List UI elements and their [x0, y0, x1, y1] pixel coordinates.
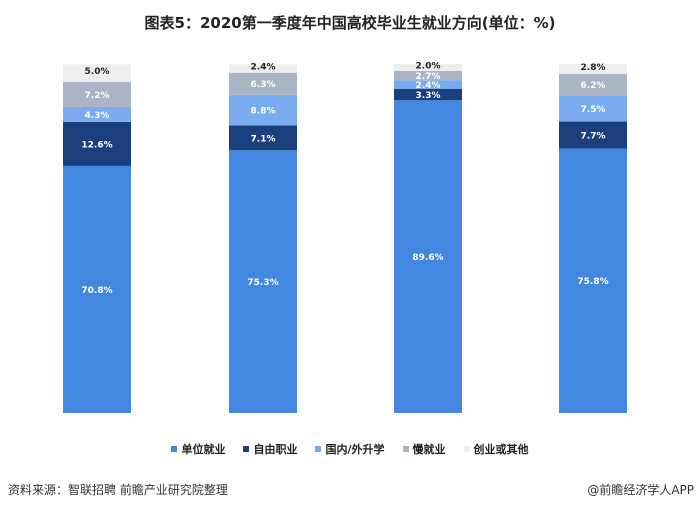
data-label: 5.0%: [85, 67, 110, 77]
legend-label: 创业或其他: [473, 443, 529, 456]
legend-item: 慢就业: [402, 441, 446, 457]
data-label: 3.3%: [416, 91, 441, 101]
bar-segment: [559, 64, 627, 74]
bar-segment: [63, 121, 131, 166]
bar-segment: [394, 80, 462, 89]
data-label: 12.6%: [81, 140, 112, 150]
brand-label: @前瞻经济学人APP: [587, 483, 694, 497]
data-label: 2.8%: [581, 63, 606, 73]
bar-segment: [394, 88, 462, 101]
data-label: 7.5%: [581, 105, 606, 115]
data-label: 2.7%: [416, 72, 441, 82]
legend-item: 国内/外升学: [315, 441, 385, 457]
legend-swatch: [243, 446, 250, 452]
bar-segment: [559, 95, 627, 122]
data-label: 7.7%: [581, 132, 606, 142]
source-note: 资料来源：智联招聘 前瞻产业研究院整理: [8, 483, 228, 497]
legend-item: 创业或其他: [463, 441, 529, 457]
data-label: 7.1%: [251, 134, 276, 144]
data-label: 2.4%: [251, 63, 276, 73]
legend-swatch: [171, 446, 178, 452]
bar-segment: [559, 73, 627, 96]
bar-segment: [394, 64, 462, 71]
legend-swatch: [463, 446, 470, 452]
bar-segment: [229, 72, 297, 95]
legend-label: 单位就业: [181, 443, 226, 456]
bar-segment: [559, 121, 627, 149]
data-label: 6.2%: [581, 81, 606, 91]
legend-swatch: [402, 446, 409, 452]
data-label: 6.3%: [251, 80, 276, 90]
legend-swatch: [315, 446, 322, 452]
bar-segment: [63, 106, 131, 122]
chart-title: 图表5：2020第一季度年中国高校毕业生就业方向(单位：%): [144, 14, 556, 32]
data-label: 89.6%: [412, 253, 443, 263]
legend-label: 慢就业: [412, 443, 446, 456]
bar-segment: [229, 94, 297, 126]
legend-label: 国内/外升学: [325, 443, 385, 456]
legend: 单位就业 自由职业 国内/外升学 慢就业 创业或其他: [0, 441, 700, 457]
legend-item: 单位就业: [171, 441, 225, 457]
data-label: 75.3%: [247, 278, 278, 288]
data-label: 2.0%: [416, 61, 441, 71]
data-label: 2.4%: [416, 81, 441, 91]
bar-segment: [394, 70, 462, 81]
bar-segment: [229, 150, 297, 413]
bar-segment: [229, 125, 297, 151]
legend-item: 自由职业: [243, 441, 297, 457]
data-label: 75.8%: [577, 277, 608, 287]
data-label: 8.8%: [251, 107, 276, 117]
bar-segment: [63, 64, 131, 82]
bar-segment: [63, 81, 131, 107]
data-label: 70.8%: [81, 286, 112, 296]
data-label: 7.2%: [85, 91, 110, 101]
data-label: 4.3%: [85, 111, 110, 121]
bar-segment: [394, 100, 462, 414]
legend-label: 自由职业: [253, 443, 298, 456]
bar-segment: [63, 165, 131, 413]
bar-segment: [559, 148, 627, 413]
bar-segment: [229, 64, 297, 73]
